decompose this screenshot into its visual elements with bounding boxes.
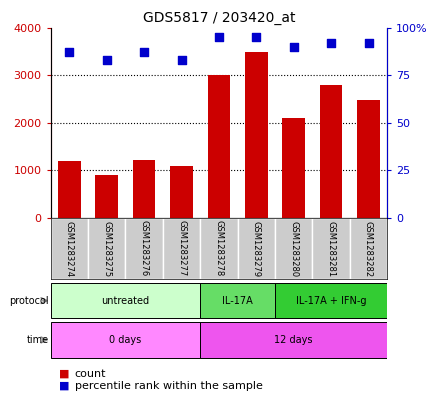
Bar: [88, 218, 125, 279]
Text: IL-17A: IL-17A: [222, 296, 253, 306]
Text: ■: ■: [59, 381, 70, 391]
Text: GSM1283277: GSM1283277: [177, 220, 186, 277]
Text: ■: ■: [59, 369, 70, 379]
Text: untreated: untreated: [101, 296, 150, 306]
Bar: [51, 283, 200, 318]
Bar: [200, 283, 275, 318]
Bar: [133, 160, 155, 218]
Bar: [312, 218, 350, 279]
Bar: [238, 218, 275, 279]
Text: GSM1283275: GSM1283275: [102, 220, 111, 277]
Text: 12 days: 12 days: [275, 335, 313, 345]
Bar: [58, 161, 81, 218]
Text: GSM1283280: GSM1283280: [289, 220, 298, 277]
Bar: [51, 322, 200, 358]
Bar: [51, 218, 88, 279]
Bar: [125, 218, 163, 279]
Text: time: time: [26, 335, 48, 345]
Text: GSM1283278: GSM1283278: [214, 220, 224, 277]
Bar: [170, 166, 193, 218]
Point: [216, 34, 223, 40]
Point: [290, 43, 297, 50]
Text: GSM1283274: GSM1283274: [65, 220, 74, 277]
Bar: [320, 84, 342, 218]
Text: GSM1283279: GSM1283279: [252, 220, 261, 277]
Point: [66, 49, 73, 55]
Text: GSM1283276: GSM1283276: [139, 220, 149, 277]
Point: [253, 34, 260, 40]
Bar: [350, 218, 387, 279]
Bar: [357, 100, 380, 218]
Point: [141, 49, 148, 55]
Bar: [163, 218, 200, 279]
Bar: [282, 118, 305, 218]
Text: GSM1283282: GSM1283282: [364, 220, 373, 277]
Text: IL-17A + IFN-g: IL-17A + IFN-g: [296, 296, 367, 306]
Point: [178, 57, 185, 63]
Point: [327, 40, 335, 46]
Point: [365, 40, 372, 46]
Text: 0 days: 0 days: [109, 335, 142, 345]
Bar: [208, 75, 230, 218]
Point: [103, 57, 110, 63]
Bar: [245, 52, 268, 218]
Title: GDS5817 / 203420_at: GDS5817 / 203420_at: [143, 11, 295, 25]
Bar: [275, 218, 312, 279]
Bar: [95, 175, 118, 218]
Bar: [200, 218, 238, 279]
Bar: [275, 283, 387, 318]
Text: count: count: [75, 369, 106, 379]
Text: protocol: protocol: [9, 296, 48, 306]
Bar: [200, 322, 387, 358]
Text: percentile rank within the sample: percentile rank within the sample: [75, 381, 263, 391]
Text: GSM1283281: GSM1283281: [326, 220, 336, 277]
